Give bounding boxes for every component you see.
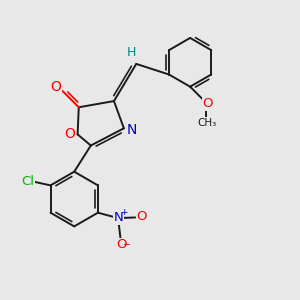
Text: −: −	[123, 240, 131, 250]
Text: +: +	[120, 208, 128, 217]
Text: CH₃: CH₃	[197, 118, 217, 128]
Text: O: O	[136, 210, 147, 224]
Text: H: H	[127, 46, 136, 59]
Text: Cl: Cl	[21, 175, 34, 188]
Text: N: N	[114, 211, 124, 224]
Text: O: O	[64, 127, 75, 141]
Text: N: N	[127, 123, 137, 137]
Text: O: O	[50, 80, 61, 94]
Text: O: O	[203, 97, 213, 110]
Text: O: O	[116, 238, 126, 251]
